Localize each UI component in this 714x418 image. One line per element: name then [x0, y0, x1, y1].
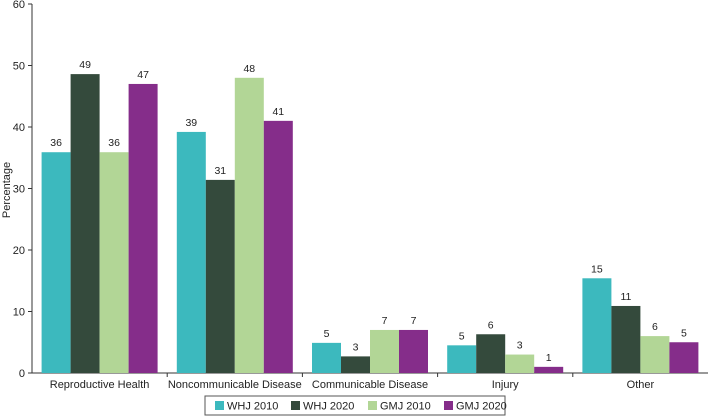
data-label: 36: [108, 137, 120, 149]
bar: [669, 342, 699, 373]
y-tick-label: 30: [13, 184, 25, 196]
legend-item: GMJ 2010: [380, 401, 431, 413]
legend-swatch: [291, 401, 300, 410]
data-label: 7: [411, 315, 417, 327]
data-label: 6: [488, 319, 494, 331]
data-label: 5: [459, 330, 465, 342]
data-label: 47: [137, 69, 149, 81]
legend-item: GMJ 2020: [456, 401, 507, 413]
data-label: 15: [591, 263, 603, 275]
bar: [505, 354, 535, 373]
data-label: 31: [214, 165, 226, 177]
data-label: 1: [546, 352, 552, 364]
legend-item: WHJ 2010: [227, 401, 278, 413]
y-tick-label: 60: [13, 0, 25, 11]
y-tick-label: 20: [13, 245, 25, 257]
legend-swatch: [215, 401, 224, 410]
axes: 0 10 20 30 40 50 60 Reproductive Health Noncommu…: [13, 0, 708, 391]
bar: [234, 77, 264, 374]
data-label: 3: [353, 341, 359, 353]
bar: [312, 342, 341, 373]
y-tick-label: 10: [13, 307, 25, 319]
y-tick-label: 40: [13, 122, 25, 134]
bars: [41, 74, 699, 374]
data-label: 49: [79, 59, 91, 71]
x-tick-label: Communicable Disease: [312, 379, 428, 391]
legend-swatch: [368, 401, 377, 410]
legend: WHJ 2010 WHJ 2020 GMJ 2010 GMJ 2020: [204, 395, 507, 416]
bar: [399, 329, 428, 373]
bar: [370, 329, 399, 373]
bar: [447, 345, 477, 373]
data-label: 6: [652, 321, 658, 333]
legend-item: WHJ 2020: [303, 401, 354, 413]
y-tick-label: 0: [19, 368, 25, 380]
data-label: 48: [243, 63, 255, 75]
y-tick-label: 50: [13, 61, 25, 73]
bar: [476, 334, 506, 373]
bar: [70, 74, 100, 374]
legend-box: [204, 395, 506, 416]
bar: [341, 356, 370, 373]
bar: [611, 305, 641, 373]
x-tick-label: Other: [627, 379, 655, 391]
x-tick-label: Injury: [492, 379, 519, 391]
data-label: 39: [185, 117, 197, 129]
bar: [263, 120, 293, 373]
bar: [176, 131, 206, 373]
data-label: 36: [50, 137, 62, 149]
bar: [534, 366, 564, 373]
data-label: 11: [620, 291, 631, 303]
legend-swatch: [444, 401, 453, 410]
data-label: 41: [272, 106, 284, 118]
x-tick-label: Noncommunicable Disease: [168, 379, 302, 391]
bar: [640, 336, 670, 373]
data-label: 5: [681, 327, 687, 339]
bar: [41, 152, 71, 373]
data-label: 7: [382, 315, 388, 327]
bar: [205, 179, 235, 373]
bar: [582, 278, 612, 373]
x-tick-label: Reproductive Health: [50, 379, 150, 391]
data-label: 3: [517, 340, 523, 352]
bar: [99, 152, 129, 373]
bar: [128, 83, 158, 373]
y-axis-label: Percentage: [1, 162, 13, 218]
data-label: 5: [324, 328, 330, 340]
